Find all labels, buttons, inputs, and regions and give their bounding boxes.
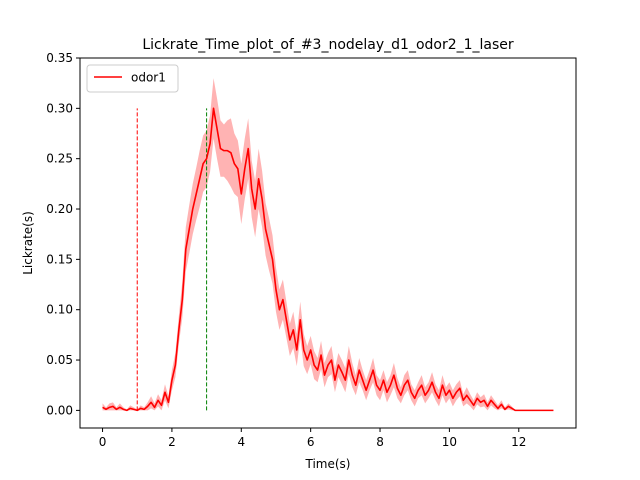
- axis-ticks: 0 2 4 6 8 10 12 0.00 0.05 0.10 0.15 0.20 0.25 0.30 0.3…: [46, 51, 526, 449]
- y-tick-label: 0.15: [46, 252, 73, 266]
- x-tick-label: 2: [168, 435, 176, 449]
- y-tick-label: 0.00: [46, 403, 73, 417]
- x-tick-label: 0: [99, 435, 107, 449]
- legend-label-odor1: odor1: [131, 71, 166, 85]
- y-axis-label: Lickrate(s): [21, 211, 35, 275]
- series-line-odor1: [102, 107, 554, 412]
- y-tick-label: 0.20: [46, 202, 73, 216]
- y-tick-label: 0.10: [46, 303, 73, 317]
- x-tick-label: 4: [237, 435, 245, 449]
- legend-box: [86, 64, 179, 93]
- x-tick-label: 10: [442, 435, 457, 449]
- x-axis-label: Time(s): [305, 457, 351, 471]
- legend: odor1: [86, 64, 179, 93]
- plot-area: [102, 78, 554, 412]
- x-tick-label: 8: [376, 435, 384, 449]
- y-tick-label: 0.25: [46, 152, 73, 166]
- chart-title: Lickrate_Time_plot_of_#3_nodelay_d1_odor…: [142, 37, 514, 53]
- x-tick-label: 6: [307, 435, 315, 449]
- axes-frame: [79, 57, 577, 429]
- x-tick-label: 12: [511, 435, 526, 449]
- y-tick-label: 0.35: [46, 51, 73, 65]
- y-tick-label: 0.30: [46, 101, 73, 115]
- y-tick-label: 0.05: [46, 353, 73, 367]
